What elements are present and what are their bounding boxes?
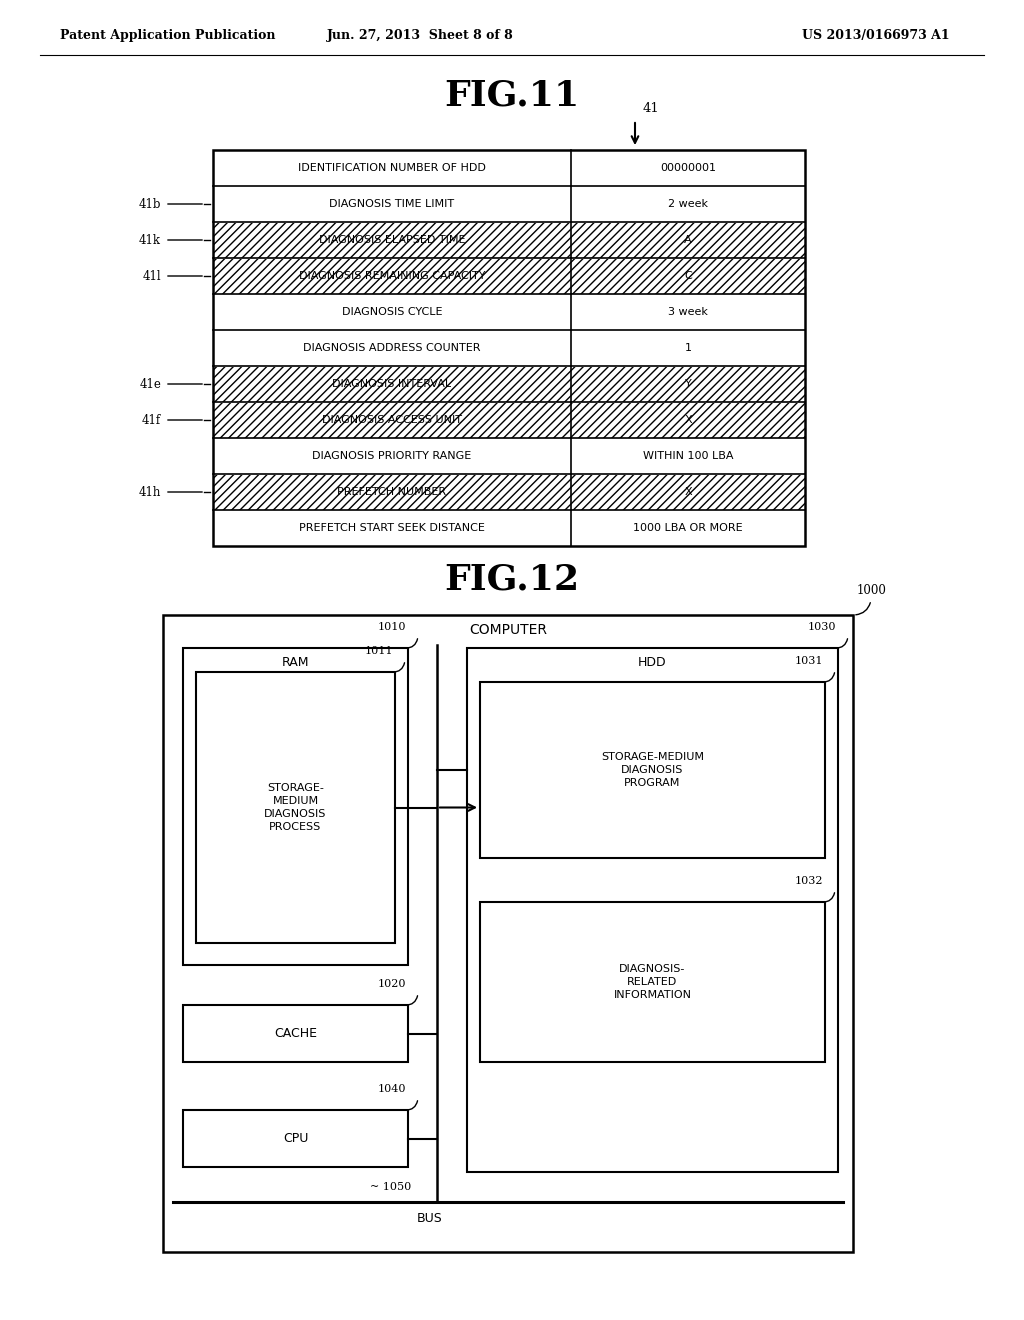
Text: DIAGNOSIS REMAINING CAPACITY: DIAGNOSIS REMAINING CAPACITY	[299, 271, 485, 281]
Text: C: C	[684, 271, 692, 281]
Text: DIAGNOSIS INTERVAL: DIAGNOSIS INTERVAL	[333, 379, 452, 389]
Text: ~ 1050: ~ 1050	[370, 1181, 412, 1192]
Text: DIAGNOSIS-
RELATED
INFORMATION: DIAGNOSIS- RELATED INFORMATION	[613, 964, 691, 1001]
Text: FIG.11: FIG.11	[444, 78, 580, 112]
Bar	[213, 186, 805, 222]
Bar	[480, 902, 825, 1063]
Bar	[480, 682, 825, 858]
Text: DIAGNOSIS CYCLE: DIAGNOSIS CYCLE	[342, 308, 442, 317]
Bar	[183, 1005, 408, 1063]
Bar	[213, 438, 805, 474]
Bar	[214, 367, 804, 401]
Text: X: X	[684, 487, 692, 498]
Text: 1010: 1010	[378, 622, 406, 632]
Bar	[213, 474, 805, 510]
Text: 00000001: 00000001	[660, 162, 716, 173]
Text: WITHIN 100 LBA: WITHIN 100 LBA	[643, 451, 733, 461]
Text: 1030: 1030	[808, 622, 836, 632]
Text: 41k: 41k	[139, 234, 161, 247]
Text: IDENTIFICATION NUMBER OF HDD: IDENTIFICATION NUMBER OF HDD	[298, 162, 486, 173]
Bar	[213, 223, 805, 257]
Text: 1000 LBA OR MORE: 1000 LBA OR MORE	[633, 523, 742, 533]
Bar	[214, 403, 804, 437]
Text: RAM: RAM	[282, 656, 309, 668]
Text: 1020: 1020	[378, 979, 406, 989]
Text: US 2013/0166973 A1: US 2013/0166973 A1	[803, 29, 950, 41]
Text: PREFETCH NUMBER: PREFETCH NUMBER	[338, 487, 446, 498]
Bar	[214, 223, 804, 257]
Text: 1000: 1000	[857, 583, 887, 597]
Bar	[213, 150, 805, 546]
Text: Y: Y	[685, 379, 691, 389]
Bar	[163, 615, 853, 1251]
Text: X: X	[684, 414, 692, 425]
Text: 3 week: 3 week	[668, 308, 708, 317]
Text: 1011: 1011	[365, 645, 393, 656]
Bar	[213, 259, 805, 293]
Bar	[213, 330, 805, 366]
Text: DIAGNOSIS ELAPSED TIME: DIAGNOSIS ELAPSED TIME	[318, 235, 465, 246]
Text: 1031: 1031	[795, 656, 823, 667]
Text: Jun. 27, 2013  Sheet 8 of 8: Jun. 27, 2013 Sheet 8 of 8	[327, 29, 513, 41]
Text: DIAGNOSIS TIME LIMIT: DIAGNOSIS TIME LIMIT	[330, 199, 455, 209]
Text: 1: 1	[684, 343, 691, 352]
Text: A: A	[684, 235, 692, 246]
Bar	[214, 259, 804, 293]
Text: PREFETCH START SEEK DISTANCE: PREFETCH START SEEK DISTANCE	[299, 523, 485, 533]
Text: HDD: HDD	[638, 656, 667, 668]
Text: DIAGNOSIS ADDRESS COUNTER: DIAGNOSIS ADDRESS COUNTER	[303, 343, 480, 352]
Bar	[183, 1110, 408, 1167]
Text: COMPUTER: COMPUTER	[469, 623, 547, 638]
Text: CPU: CPU	[283, 1133, 308, 1144]
Text: Patent Application Publication: Patent Application Publication	[60, 29, 275, 41]
Bar	[213, 511, 805, 545]
Bar	[213, 403, 805, 437]
Text: CACHE: CACHE	[274, 1027, 317, 1040]
Bar	[467, 648, 838, 1172]
Text: 41h: 41h	[138, 486, 161, 499]
Text: 2 week: 2 week	[668, 199, 708, 209]
Text: BUS: BUS	[417, 1212, 442, 1225]
Text: 41b: 41b	[138, 198, 161, 210]
Text: DIAGNOSIS PRIORITY RANGE: DIAGNOSIS PRIORITY RANGE	[312, 451, 472, 461]
Bar	[213, 150, 805, 186]
Bar	[196, 672, 395, 942]
Bar	[214, 474, 804, 510]
Text: DIAGNOSIS ACCESS UNIT: DIAGNOSIS ACCESS UNIT	[322, 414, 462, 425]
Text: STORAGE-MEDIUM
DIAGNOSIS
PROGRAM: STORAGE-MEDIUM DIAGNOSIS PROGRAM	[601, 752, 705, 788]
Bar	[213, 294, 805, 330]
Text: STORAGE-
MEDIUM
DIAGNOSIS
PROCESS: STORAGE- MEDIUM DIAGNOSIS PROCESS	[264, 783, 327, 833]
Text: 1040: 1040	[378, 1084, 406, 1094]
Bar	[183, 648, 408, 965]
Text: FIG.12: FIG.12	[444, 564, 580, 597]
Text: 1032: 1032	[795, 876, 823, 886]
Text: 41f: 41f	[142, 413, 161, 426]
Text: 41l: 41l	[142, 269, 161, 282]
Text: 41e: 41e	[139, 378, 161, 391]
Text: 41: 41	[643, 102, 659, 115]
Bar	[213, 367, 805, 401]
